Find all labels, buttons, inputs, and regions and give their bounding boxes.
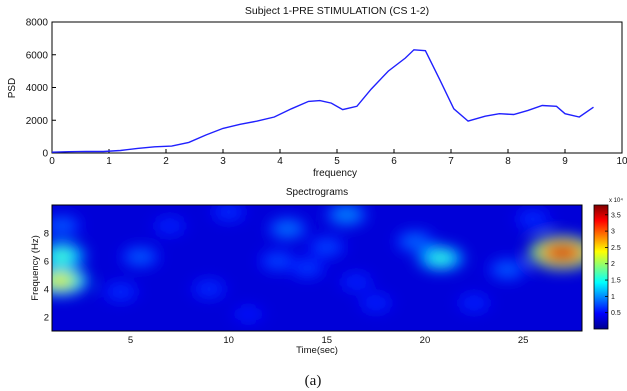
colorbar-tick-label: 1.5 <box>611 278 621 285</box>
psd-x-tick-label: 4 <box>277 156 283 167</box>
spectrogram-y-axis-label: Frequency (Hz) <box>30 235 41 300</box>
spectrogram-hotspot <box>216 205 242 220</box>
psd-y-tick-label: 0 <box>42 149 48 160</box>
spectrogram-x-tick-label: 25 <box>518 335 529 346</box>
spectrogram-hotspot-core <box>432 254 449 262</box>
spectrogram-hotspot <box>157 219 183 233</box>
spectrogram-plot-area <box>51 204 583 332</box>
spectrogram-y-tick-label: 6 <box>44 257 49 268</box>
spectrogram-hotspot <box>363 296 389 310</box>
spectrogram-intensity-field <box>52 205 582 326</box>
spectrogram-hotspot-core <box>53 251 70 260</box>
spectrogram-hotspot-core <box>52 276 69 285</box>
spectrogram-hotspot <box>236 307 261 322</box>
psd-y-tick-label: 6000 <box>26 50 49 61</box>
spectrogram-title: Spectrograms <box>286 187 348 198</box>
spectrogram-y-ticks: 2 4 6 8 <box>44 229 49 324</box>
psd-x-tick-label: 9 <box>562 156 568 167</box>
spectrogram-hotspot <box>274 221 302 237</box>
psd-y-tick-label: 8000 <box>26 18 49 29</box>
spectrogram-hotspot <box>196 281 222 297</box>
psd-x-tick-label: 6 <box>391 156 397 167</box>
psd-x-tick-label: 0 <box>49 156 55 167</box>
spectrogram-y-tick-label: 4 <box>44 285 49 296</box>
spectrogram-y-tick-label: 8 <box>44 229 49 240</box>
colorbar-ticks: 0.5 1 1.5 2 2.5 3 3.5 <box>605 212 621 317</box>
spectrogram-hotspot <box>264 253 291 269</box>
spectrogram-x-tick-label: 10 <box>223 335 234 346</box>
psd-x-tick-label: 8 <box>505 156 511 167</box>
spectrogram-x-tick-label: 15 <box>322 335 333 346</box>
psd-x-tick-label: 1 <box>106 156 112 167</box>
colorbar-tick-label: 3.5 <box>611 212 621 219</box>
spectrogram-x-axis-label: Time(sec) <box>296 345 338 356</box>
spectrogram-x-tick-label: 5 <box>128 335 133 346</box>
spectrogram-hotspot <box>520 211 546 227</box>
psd-x-tick-label: 5 <box>334 156 340 167</box>
spectrogram-hotspot <box>108 284 134 299</box>
spectrogram-hotspot <box>313 239 340 255</box>
psd-x-axis-label: frequency <box>313 168 357 179</box>
colorbar-tick-label: 0.5 <box>611 310 621 317</box>
psd-y-tick-label: 2000 <box>26 116 49 127</box>
colorbar-exponent-label: x 10⁴ <box>609 197 623 204</box>
colorbar-tick-label: 2.5 <box>611 245 621 252</box>
spectrogram-chart: Spectrograms 5 10 15 20 25 2 4 6 8 <box>30 187 623 356</box>
psd-plot-area <box>51 21 623 154</box>
psd-x-tick-label: 2 <box>163 156 169 167</box>
figure-caption: (a) <box>305 373 322 389</box>
psd-x-tick-label: 3 <box>220 156 226 167</box>
psd-y-axis-label: PSD <box>7 78 18 99</box>
psd-x-tick-label: 10 <box>616 156 627 167</box>
spectrogram-x-tick-label: 20 <box>420 335 431 346</box>
spectrogram-x-ticks: 5 10 15 20 25 <box>128 335 529 346</box>
spectrogram-hotspot <box>127 249 154 265</box>
psd-y-ticks: 0 2000 4000 6000 8000 <box>26 18 56 160</box>
spectrogram-hotspot <box>52 218 75 234</box>
spectrogram-hotspot <box>294 260 320 276</box>
colorbar-tick-label: 2 <box>611 261 615 268</box>
spectrogram-hotspot <box>343 275 369 289</box>
psd-chart: Subject 1-PRE STIMULATION (CS 1-2) 0 1 2 3 4… <box>7 5 627 179</box>
colorbar: x 10⁴ 0.5 1 1.5 2 2.5 3 3.5 <box>593 197 623 330</box>
spectrogram-hotspot <box>461 296 487 310</box>
colorbar-tick-label: 1 <box>611 294 615 301</box>
spectrogram-hotspot-core <box>551 247 574 258</box>
spectrogram-hotspot <box>401 234 429 249</box>
spectrogram-hotspot <box>494 262 521 277</box>
spectrogram-hotspot <box>332 207 361 223</box>
psd-y-tick-label: 4000 <box>26 83 49 94</box>
psd-x-ticks: 0 1 2 3 4 5 6 7 8 9 10 <box>49 149 627 167</box>
psd-chart-title: Subject 1-PRE STIMULATION (CS 1-2) <box>245 5 429 17</box>
psd-series-line <box>51 49 594 153</box>
colorbar-tick-label: 3 <box>611 229 615 236</box>
psd-x-tick-label: 7 <box>448 156 454 167</box>
spectrogram-y-tick-label: 2 <box>44 313 49 324</box>
colorbar-gradient <box>593 204 609 330</box>
